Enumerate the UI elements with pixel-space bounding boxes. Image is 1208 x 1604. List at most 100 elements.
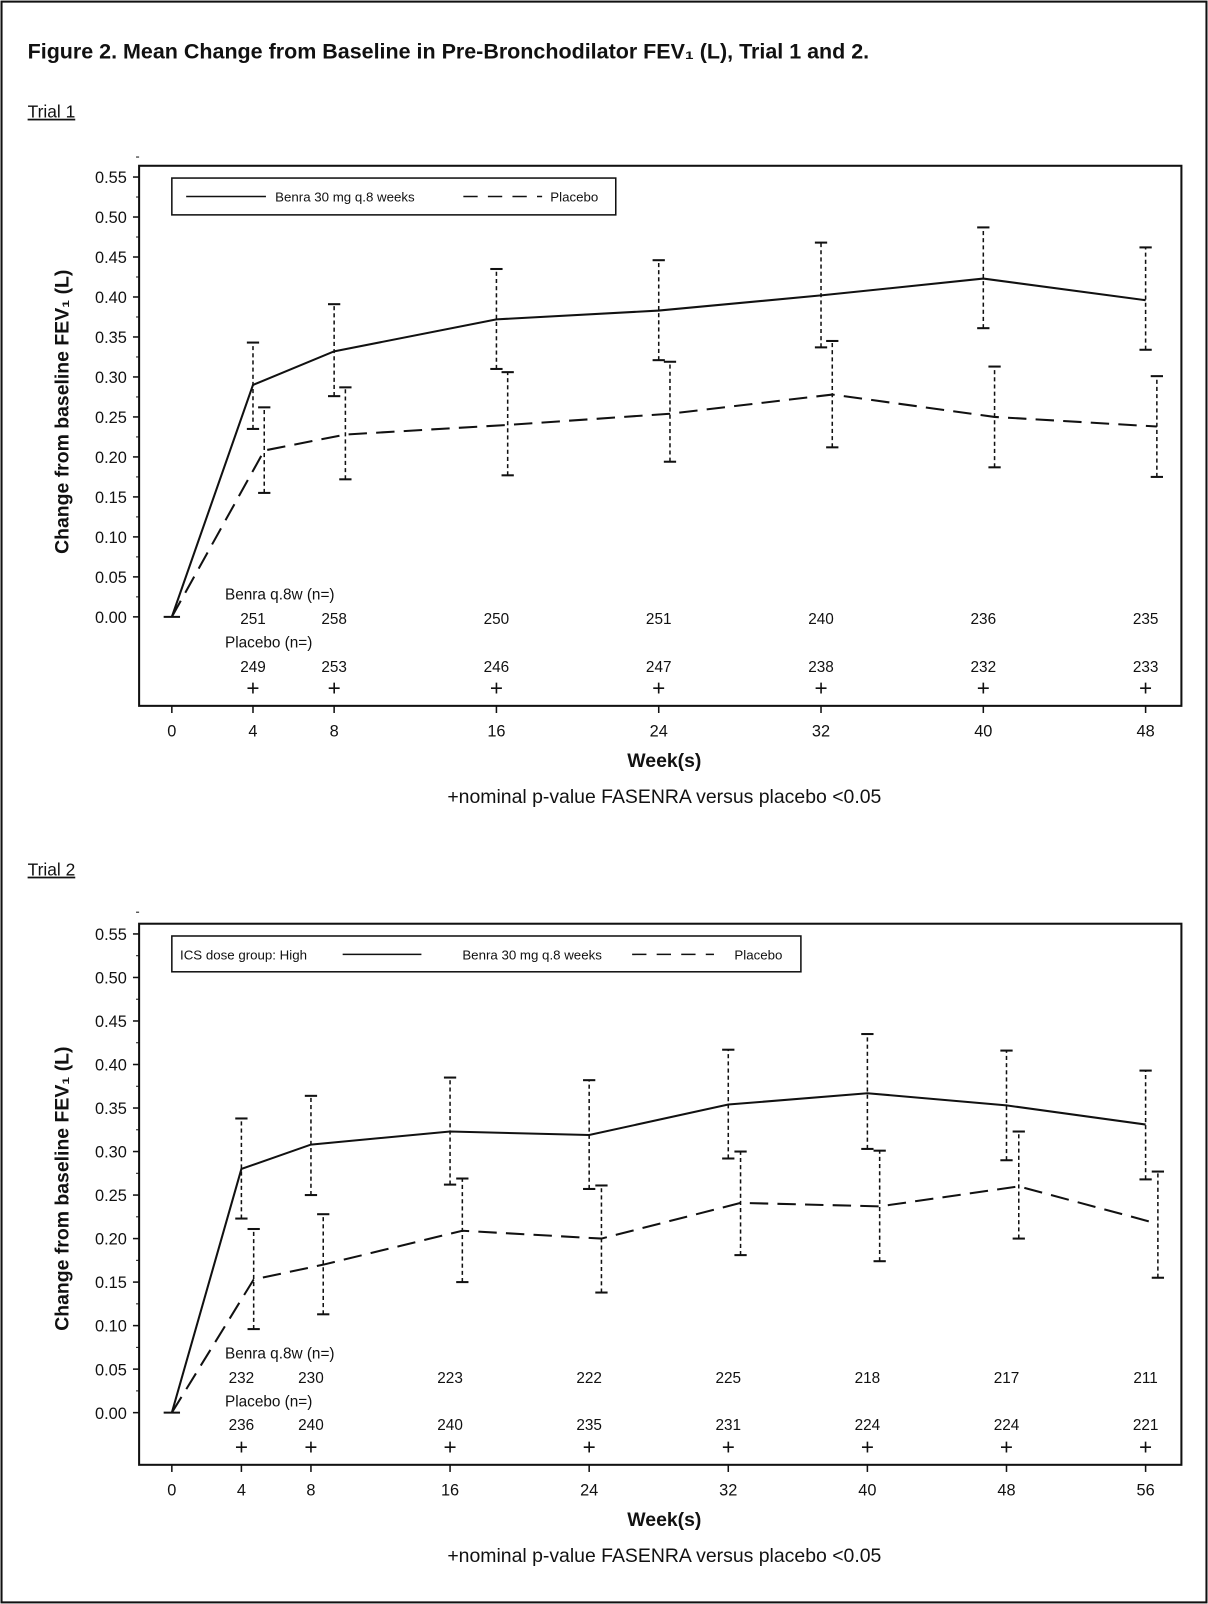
n-value: 253 [321, 659, 347, 676]
chart-panel-2: Trial 2 0.00 0.05 0.10 0.15 0.20 0.25 0.30 0.35 0… [28, 860, 1183, 1567]
y-tick-label: 0.45 [95, 249, 127, 267]
plot-frame [138, 922, 1183, 1466]
footnote: +nominal p-value FASENRA versus placebo … [447, 1545, 881, 1567]
y-tick-label: 0.45 [95, 1013, 127, 1031]
x-tick-label: 16 [487, 723, 505, 741]
n-value: 218 [855, 1370, 881, 1387]
legend: ICS dose group: High Benra 30 mg q.8 week… [171, 935, 802, 973]
n-table-label: Placebo (n=) [225, 635, 312, 652]
n-value: 235 [1133, 611, 1159, 628]
plot-frame [138, 164, 1183, 707]
x-tick-label: 32 [719, 1482, 737, 1500]
y-tick-label: 0.25 [95, 409, 127, 427]
x-tick-label: 0 [167, 1482, 176, 1500]
panel-label: Trial 2 [28, 860, 76, 880]
x-tick-label: 40 [858, 1482, 876, 1500]
x-tick-label: 0 [167, 723, 176, 741]
y-axis-label: Change from baseline FEV₁ (L) [52, 270, 74, 554]
y-tick-label: 0.50 [95, 209, 127, 227]
n-value: 217 [994, 1370, 1020, 1387]
x-tick-label: 24 [650, 723, 668, 741]
series-line [170, 1092, 1146, 1413]
y-tick-label: 0.25 [95, 1187, 127, 1205]
legend-prefix: ICS dose group: High [180, 948, 307, 963]
x-axis-label: Week(s) [627, 1509, 701, 1531]
significance-marker: + [722, 1435, 735, 1460]
n-value: 238 [808, 659, 834, 676]
legend-entry: Placebo [734, 948, 782, 963]
x-tick-label: 48 [997, 1482, 1015, 1500]
panel-label: Trial 1 [28, 102, 76, 122]
x-tick-label: 4 [237, 1482, 246, 1500]
y-tick-label: 0.10 [95, 529, 127, 547]
significance-marker: + [490, 676, 503, 701]
n-table-label: Benra q.8w (n=) [225, 1345, 334, 1362]
x-tick-label: 24 [580, 1482, 598, 1500]
significance-marker: + [861, 1435, 874, 1460]
x-tick-label: 16 [441, 1482, 459, 1500]
x-tick-label: 8 [330, 723, 339, 741]
n-value: 235 [576, 1417, 602, 1434]
significance-marker: + [977, 676, 990, 701]
significance-marker: + [304, 1435, 317, 1460]
significance-marker: + [235, 1435, 248, 1460]
n-value: 249 [240, 659, 266, 676]
n-table-label: Benra q.8w (n=) [225, 586, 334, 603]
y-tick-label: 0.05 [95, 569, 127, 587]
y-tick-label: 0.15 [95, 1274, 127, 1292]
y-tick-label: 0.20 [95, 1231, 127, 1249]
series-benra [170, 1033, 1152, 1413]
n-value: 224 [994, 1417, 1020, 1434]
legend: Benra 30 mg q.8 weeks Placebo [171, 177, 617, 216]
n-value: 224 [855, 1417, 881, 1434]
footnote: +nominal p-value FASENRA versus placebo … [447, 786, 881, 808]
n-value: 246 [484, 659, 510, 676]
y-tick-label: 0.35 [95, 329, 127, 347]
y-tick-label: 0.40 [95, 1057, 127, 1075]
y-axis-label: Change from baseline FEV₁ (L) [52, 1046, 74, 1330]
n-value: 236 [971, 611, 997, 628]
x-tick-label: 56 [1137, 1482, 1155, 1500]
significance-marker: + [583, 1435, 596, 1460]
chart-panel-1: Trial 1 0.00 0.05 0.10 0.15 0.20 0.25 0.30 0.35 0… [28, 102, 1183, 808]
n-value: 232 [229, 1370, 255, 1387]
series-placebo [170, 1130, 1165, 1414]
significance-marker: + [1000, 1435, 1013, 1460]
y-tick-label: 0.15 [95, 489, 127, 507]
n-value: 240 [437, 1417, 463, 1434]
n-value: 233 [1133, 659, 1159, 676]
y-tick-label: 0.00 [95, 609, 127, 627]
legend-entry: Benra 30 mg q.8 weeks [275, 190, 415, 205]
x-tick-label: 48 [1137, 723, 1155, 741]
y-tick-label: 0.55 [95, 169, 127, 187]
x-tick-label: 40 [974, 723, 992, 741]
significance-marker: + [1139, 676, 1152, 701]
n-value: 258 [321, 611, 347, 628]
legend-entry: Benra 30 mg q.8 weeks [462, 948, 602, 963]
significance-marker: + [652, 676, 665, 701]
n-value: 222 [576, 1370, 602, 1387]
x-axis-label: Week(s) [627, 750, 701, 772]
n-value: 225 [715, 1370, 741, 1387]
significance-marker: + [246, 676, 259, 701]
n-value: 231 [715, 1417, 741, 1434]
y-tick-label: 0.00 [95, 1405, 127, 1423]
series-placebo [170, 339, 1163, 618]
n-value: 250 [484, 611, 510, 628]
n-table-label: Placebo (n=) [225, 1394, 312, 1411]
y-tick-label: 0.35 [95, 1100, 127, 1118]
significance-marker: + [328, 676, 341, 701]
n-value: 251 [240, 611, 266, 628]
x-tick-label: 8 [306, 1482, 315, 1500]
series-line [170, 393, 1157, 618]
n-value: 247 [646, 659, 672, 676]
x-tick-label: 32 [812, 723, 830, 741]
n-value: 230 [298, 1370, 324, 1387]
y-tick-label: 0.30 [95, 369, 127, 387]
series-line [170, 277, 1146, 618]
y-tick-label: 0.40 [95, 289, 127, 307]
legend-entry: Placebo [550, 190, 598, 205]
y-tick-label: 0.30 [95, 1144, 127, 1162]
